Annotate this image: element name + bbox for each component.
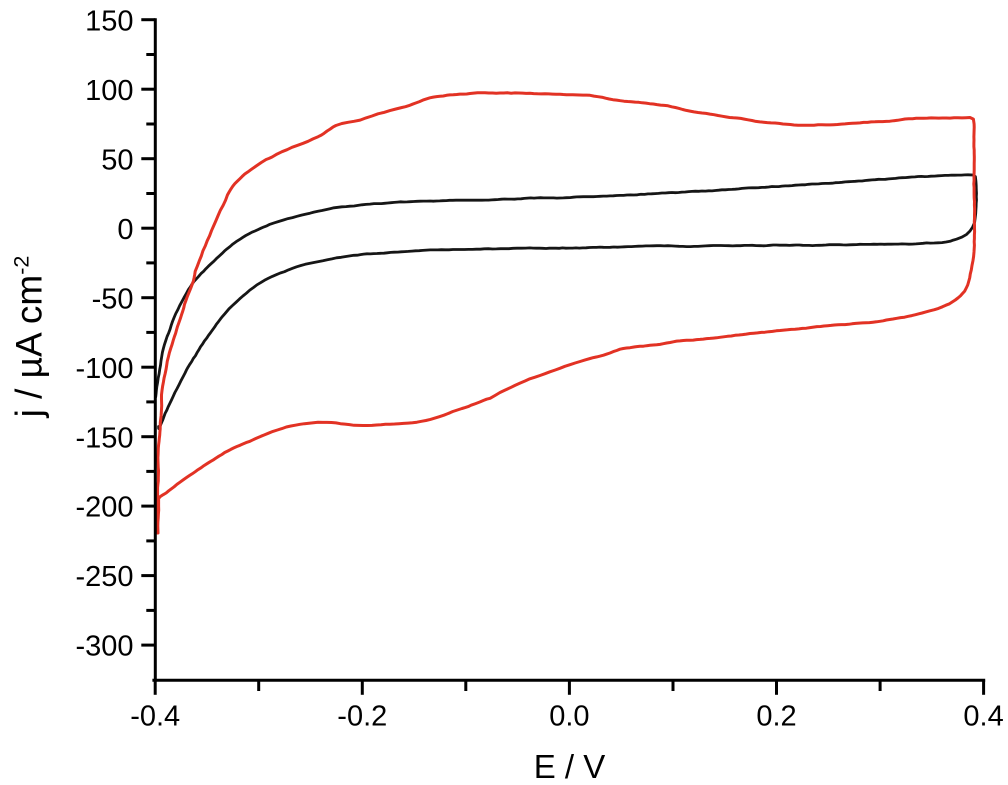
svg-text:0: 0 <box>117 214 133 246</box>
svg-text:0.0: 0.0 <box>549 701 589 733</box>
svg-text:-300: -300 <box>75 631 133 663</box>
svg-text:-0.4: -0.4 <box>130 701 180 733</box>
svg-text:-50: -50 <box>92 283 134 315</box>
svg-text:j / µA cm-2: j / µA cm-2 <box>9 256 50 419</box>
svg-text:E / V: E / V <box>534 748 606 785</box>
svg-text:-100: -100 <box>75 353 133 385</box>
svg-text:-200: -200 <box>75 492 133 524</box>
svg-text:150: 150 <box>85 5 133 37</box>
svg-text:-150: -150 <box>75 422 133 454</box>
svg-text:0.2: 0.2 <box>756 701 796 733</box>
svg-text:50: 50 <box>101 144 133 176</box>
svg-text:0.4: 0.4 <box>963 701 1003 733</box>
svg-text:-250: -250 <box>75 561 133 593</box>
svg-text:-0.2: -0.2 <box>337 701 387 733</box>
svg-text:100: 100 <box>85 75 133 107</box>
